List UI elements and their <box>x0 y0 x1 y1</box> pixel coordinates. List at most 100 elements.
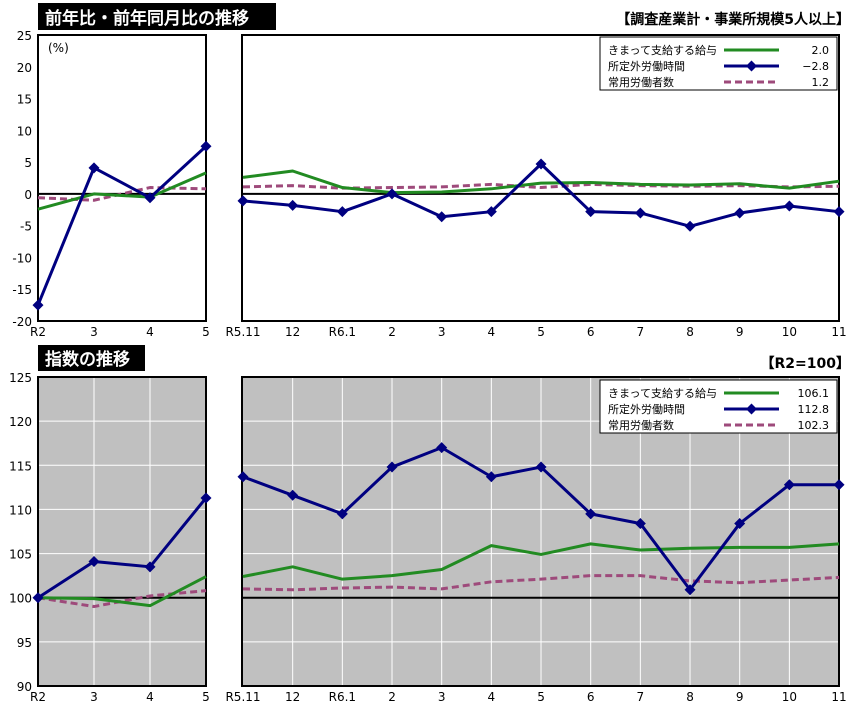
y-tick-label: -5 <box>20 220 32 234</box>
x-tick-label: 5 <box>202 690 210 704</box>
x-tick-label: R5.11 <box>225 690 260 704</box>
data-point-overtime <box>386 188 398 200</box>
x-tick-label: 6 <box>587 690 595 704</box>
y-tick-label: 100 <box>9 592 32 606</box>
y-tick-label: 110 <box>9 503 32 517</box>
legend-label: 常用労働者数 <box>608 418 674 432</box>
x-tick-label: 2 <box>388 690 396 704</box>
subtitle-bottom: 【R2=100】 <box>761 356 850 372</box>
data-point-overtime <box>200 492 212 504</box>
data-point-overtime <box>734 518 746 530</box>
title-top: 前年比・前年同月比の推移 <box>45 8 249 29</box>
y-tick-label: 120 <box>9 415 32 429</box>
data-point-overtime <box>336 206 348 218</box>
x-tick-label: 8 <box>686 325 694 339</box>
data-point-overtime <box>287 489 299 501</box>
y-tick-label: 90 <box>17 680 32 694</box>
data-point-overtime <box>237 195 249 207</box>
legend-marker-overtime <box>746 60 757 72</box>
subtitle-top: 【調査産業計・事業所規模5人以上】 <box>616 11 850 28</box>
series-line-wage <box>37 575 207 608</box>
y-tick-label: -15 <box>12 283 32 297</box>
legend-box <box>599 36 838 91</box>
series-line-employees <box>37 186 207 202</box>
y-tick-label: -10 <box>12 251 32 265</box>
plot-frame <box>37 376 207 687</box>
data-point-overtime <box>585 206 597 218</box>
title-bottom: 指数の推移 <box>45 349 130 370</box>
legend-value: 2.0 <box>812 44 830 57</box>
series-line-wage <box>37 171 207 211</box>
data-point-overtime <box>200 140 212 152</box>
data-point-overtime <box>386 461 398 473</box>
x-tick-label: 3 <box>438 690 446 704</box>
x-tick-label: 11 <box>831 325 846 339</box>
legend-marker-overtime <box>746 403 757 415</box>
legend-label: きまって支給する給与 <box>608 43 717 57</box>
series-line-overtime <box>37 497 208 599</box>
data-point-overtime <box>535 158 547 170</box>
x-tick-label: 9 <box>736 690 744 704</box>
x-tick-label: 5 <box>202 325 210 339</box>
x-tick-label: 7 <box>637 325 645 339</box>
y-tick-label: 5 <box>24 156 32 170</box>
data-point-overtime <box>436 211 448 223</box>
y-tick-label: 0 <box>24 188 32 202</box>
y-tick-label: 10 <box>17 124 32 138</box>
legend-value: −2.8 <box>802 60 829 73</box>
data-point-overtime <box>287 199 299 211</box>
x-tick-label: 5 <box>537 325 545 339</box>
x-tick-label: 4 <box>488 325 496 339</box>
title-bottom-box <box>38 345 145 371</box>
x-tick-label: 12 <box>285 690 300 704</box>
legend-label: 所定外労働時間 <box>608 59 685 73</box>
x-tick-label: 10 <box>782 325 797 339</box>
x-tick-label: 3 <box>90 325 98 339</box>
legend-value: 1.2 <box>812 76 830 89</box>
y-tick-label: 125 <box>9 371 32 385</box>
data-point-overtime <box>535 461 547 473</box>
data-point-overtime <box>833 479 845 491</box>
data-point-overtime <box>783 479 795 491</box>
x-tick-label: 9 <box>736 325 744 339</box>
plot-area <box>38 35 206 321</box>
x-tick-label: 4 <box>488 690 496 704</box>
x-tick-label: R2 <box>30 690 46 704</box>
legend-box <box>599 379 838 434</box>
data-point-overtime <box>336 508 348 520</box>
x-tick-label: 5 <box>537 690 545 704</box>
plot-frame <box>37 34 207 322</box>
y-tick-label: 20 <box>17 61 32 75</box>
data-point-overtime <box>684 584 696 596</box>
data-point-overtime <box>88 556 100 568</box>
data-point-overtime <box>485 471 497 483</box>
data-point-overtime <box>634 518 646 530</box>
plot-frame <box>241 376 840 687</box>
data-point-overtime <box>634 207 646 219</box>
legend-label: 常用労働者数 <box>608 75 674 89</box>
data-point-overtime <box>88 162 100 174</box>
data-point-overtime <box>485 206 497 218</box>
x-tick-label: 2 <box>388 325 396 339</box>
y-tick-label: -20 <box>12 315 32 329</box>
series-line-overtime <box>36 145 208 306</box>
x-tick-label: 10 <box>782 690 797 704</box>
data-point-overtime <box>144 192 156 204</box>
x-tick-label: 3 <box>90 690 98 704</box>
y-tick-label: 105 <box>9 548 32 562</box>
legend-legend_bottom: きまって支給する給与 106.1 所定外労働時間 112.8 常用労働者数 102.3 <box>599 379 838 434</box>
legend-value: 106.1 <box>798 387 830 400</box>
x-tick-label: R5.11 <box>225 325 260 339</box>
plot-area <box>38 377 206 686</box>
legend-value: 102.3 <box>798 419 830 432</box>
y-tick-label: 115 <box>9 459 32 473</box>
y-tick-label: 15 <box>17 93 32 107</box>
legend-value: 112.8 <box>798 403 830 416</box>
plot-frame <box>241 34 840 322</box>
data-point-overtime <box>684 220 696 232</box>
y-tick-label: 95 <box>17 636 32 650</box>
data-point-overtime <box>783 200 795 212</box>
data-point-overtime <box>585 508 597 520</box>
data-point-overtime <box>833 206 845 218</box>
